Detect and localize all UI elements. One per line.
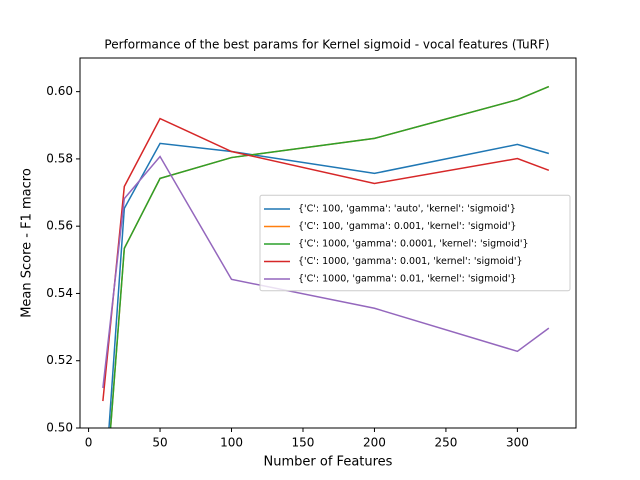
legend-label: {'C': 1000, 'gamma': 0.01, 'kernel': 'si… <box>298 274 516 285</box>
y-axis-label: Mean Score - F1 macro <box>20 168 35 318</box>
series-line <box>102 155 550 389</box>
plot-lines <box>102 85 550 428</box>
y-tick-label: 0.56 <box>46 219 73 233</box>
x-axis-label: Number of Features <box>264 455 393 470</box>
legend-label: {'C': 1000, 'gamma': 0.001, 'kernel': 's… <box>298 256 523 267</box>
x-tick-label: 100 <box>220 436 243 450</box>
y-tick-label: 0.52 <box>46 353 73 367</box>
series-line <box>102 117 550 402</box>
x-tick-label: 200 <box>363 436 386 450</box>
y-tick-label: 0.50 <box>46 421 73 435</box>
x-tick-label: 50 <box>152 436 167 450</box>
series-line <box>109 85 550 428</box>
y-tick-label: 0.58 <box>46 151 73 165</box>
y-tick-label: 0.54 <box>46 286 73 300</box>
y-tick-label: 0.60 <box>46 84 73 98</box>
chart-title: Performance of the best params for Kerne… <box>104 38 549 52</box>
x-tick-label: 300 <box>506 436 529 450</box>
plot-frame <box>79 57 577 429</box>
x-tick-label: 0 <box>85 436 93 450</box>
legend-label: {'C': 1000, 'gamma': 0.0001, 'kernel': '… <box>298 239 529 250</box>
legend-label: {'C': 100, 'gamma': 'auto', 'kernel': 's… <box>298 204 516 215</box>
legend-box <box>259 194 571 292</box>
legend-label: {'C': 100, 'gamma': 0.001, 'kernel': 'si… <box>298 221 516 232</box>
x-tick-label: 250 <box>434 436 457 450</box>
x-tick-label: 150 <box>292 436 315 450</box>
